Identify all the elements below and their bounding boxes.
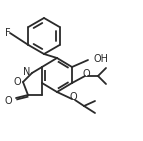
Text: O: O: [4, 96, 12, 106]
Text: OH: OH: [93, 54, 108, 64]
Text: F: F: [5, 28, 11, 38]
Text: N: N: [23, 67, 30, 77]
Text: O: O: [13, 77, 21, 87]
Text: O: O: [69, 92, 77, 102]
Text: O: O: [82, 69, 90, 79]
